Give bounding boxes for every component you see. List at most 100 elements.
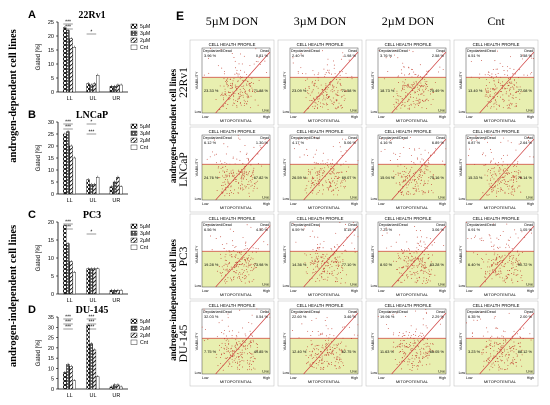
event-dot bbox=[426, 355, 428, 356]
event-dot bbox=[256, 180, 258, 182]
event-dot bbox=[315, 250, 317, 252]
event-dot bbox=[309, 363, 311, 365]
event-dot bbox=[311, 169, 313, 171]
event-dot bbox=[314, 99, 316, 101]
event-dot bbox=[513, 255, 515, 257]
event-dot bbox=[245, 92, 247, 94]
event-dot bbox=[492, 346, 494, 347]
event-dot bbox=[332, 91, 334, 93]
event-dot bbox=[396, 346, 398, 348]
event-dot bbox=[224, 343, 226, 345]
event-dot bbox=[340, 350, 342, 352]
event-dot bbox=[498, 190, 500, 192]
pct-lower-left: 15.94 % bbox=[380, 175, 395, 180]
event-dot bbox=[513, 175, 515, 176]
event-dot bbox=[311, 81, 313, 83]
x-high-label: High bbox=[439, 202, 446, 206]
live-zone bbox=[290, 164, 358, 200]
event-dot bbox=[323, 172, 325, 174]
event-dot bbox=[387, 327, 389, 329]
event-dot bbox=[252, 172, 254, 173]
event-dot bbox=[221, 162, 223, 164]
event-dot bbox=[337, 163, 339, 165]
event-dot bbox=[244, 89, 245, 91]
event-dot bbox=[246, 152, 248, 154]
quadrant-label-upper-left: Depolarized/Dead bbox=[379, 49, 408, 53]
event-dot bbox=[511, 346, 513, 347]
event-dot bbox=[419, 183, 421, 185]
event-dot bbox=[494, 162, 496, 164]
event-dot bbox=[407, 100, 409, 102]
event-dot bbox=[236, 353, 238, 355]
event-dot bbox=[328, 354, 330, 356]
event-dot bbox=[251, 267, 253, 268]
event-dot bbox=[401, 193, 403, 195]
event-dot bbox=[241, 353, 243, 355]
event-dot bbox=[486, 95, 488, 97]
event-dot bbox=[342, 163, 344, 165]
event-dot bbox=[397, 95, 399, 97]
event-dot bbox=[513, 188, 515, 190]
event-dot bbox=[240, 104, 242, 106]
diagonal-gate-line bbox=[391, 51, 447, 114]
bar bbox=[63, 225, 67, 295]
event-dot bbox=[429, 265, 431, 267]
event-dot bbox=[514, 73, 516, 75]
event-dot bbox=[414, 349, 416, 350]
event-dot bbox=[494, 100, 496, 101]
event-dot bbox=[316, 86, 318, 88]
event-dot bbox=[423, 241, 425, 243]
event-dot bbox=[319, 171, 321, 173]
event-dot bbox=[424, 353, 426, 355]
event-dot bbox=[433, 178, 435, 180]
event-dot bbox=[231, 280, 233, 282]
event-dot bbox=[420, 169, 422, 171]
event-dot bbox=[312, 190, 314, 192]
event-dot bbox=[234, 189, 235, 191]
event-dot bbox=[499, 190, 501, 192]
event-dot bbox=[398, 257, 400, 259]
event-dot bbox=[410, 260, 412, 262]
event-dot bbox=[318, 179, 320, 181]
event-dot bbox=[334, 258, 336, 260]
event-dot bbox=[232, 104, 234, 106]
event-dot bbox=[508, 357, 509, 359]
event-dot bbox=[250, 333, 251, 335]
event-dot bbox=[495, 258, 497, 260]
quadrant-label-live: Live bbox=[350, 196, 357, 200]
event-dot bbox=[259, 228, 261, 230]
event-dot bbox=[249, 195, 250, 197]
event-dot bbox=[422, 251, 423, 253]
event-dot bbox=[502, 94, 504, 96]
event-dot bbox=[322, 362, 324, 364]
event-dot bbox=[201, 326, 203, 328]
event-dot bbox=[423, 100, 425, 102]
event-dot bbox=[412, 172, 414, 174]
event-dot bbox=[488, 168, 489, 170]
event-dot bbox=[487, 358, 489, 360]
event-dot bbox=[300, 53, 302, 55]
event-dot bbox=[250, 181, 252, 183]
event-dot bbox=[333, 86, 335, 88]
event-dot bbox=[426, 165, 428, 167]
event-dot bbox=[317, 79, 319, 81]
event-dot bbox=[517, 269, 519, 271]
event-dot bbox=[511, 186, 513, 188]
event-dot bbox=[344, 282, 346, 284]
event-dot bbox=[492, 362, 494, 364]
event-dot bbox=[416, 280, 418, 282]
event-dot bbox=[239, 103, 241, 105]
event-dot bbox=[511, 278, 513, 280]
event-dot bbox=[529, 56, 531, 58]
event-dot bbox=[428, 269, 430, 271]
event-dot bbox=[406, 345, 408, 347]
event-dot bbox=[310, 99, 312, 101]
event-dot bbox=[510, 56, 511, 58]
event-dot bbox=[335, 187, 337, 189]
event-dot bbox=[297, 137, 299, 139]
event-dot bbox=[220, 236, 222, 238]
event-dot bbox=[333, 102, 335, 104]
event-dot bbox=[233, 57, 235, 58]
